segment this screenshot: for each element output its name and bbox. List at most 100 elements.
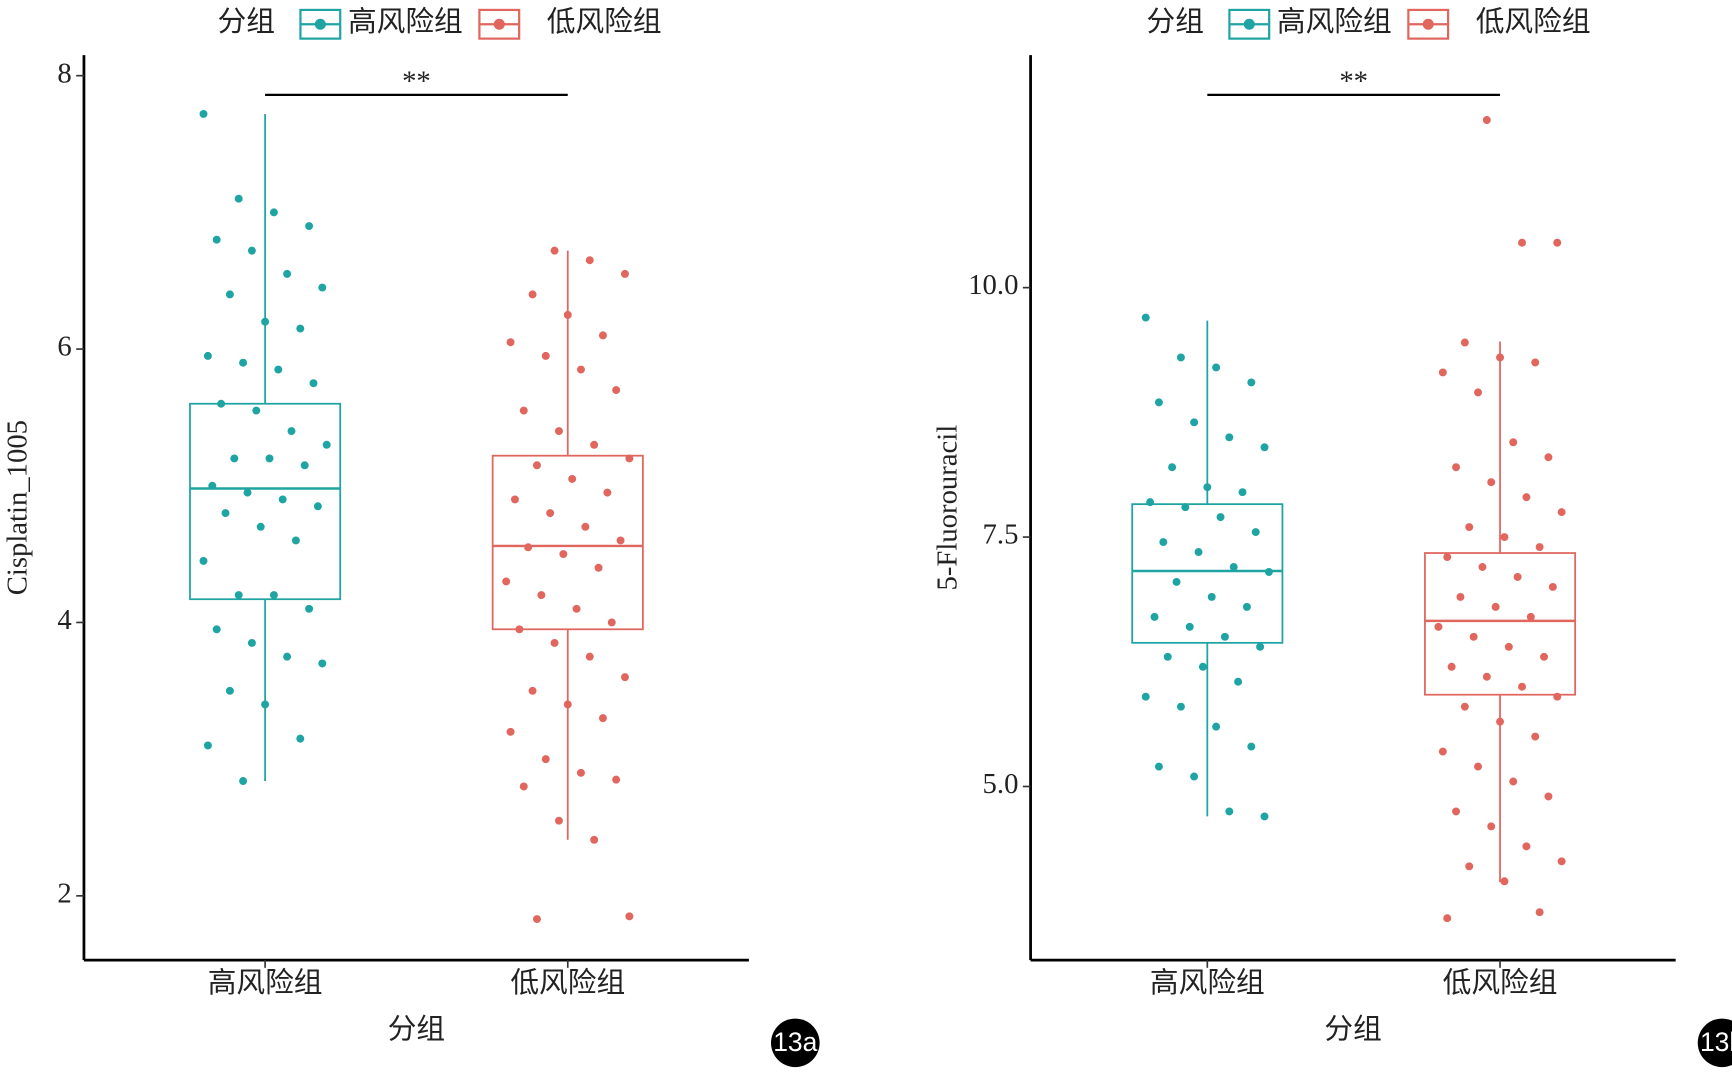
data-point [1482, 116, 1491, 125]
data-point [283, 269, 292, 278]
data-point [1264, 568, 1273, 576]
panel-label: 13b [1700, 1027, 1732, 1057]
data-point [559, 550, 568, 559]
data-point [1500, 877, 1509, 886]
data-point [239, 777, 248, 785]
data-point [239, 358, 248, 367]
data-point [1247, 378, 1256, 387]
data-point [296, 324, 305, 333]
y-tick-label: 5.0 [983, 768, 1019, 800]
x-tick-label: 高风险组 [208, 967, 323, 999]
data-point [620, 269, 629, 278]
data-point [212, 235, 221, 244]
data-point [528, 686, 537, 695]
data-point [1220, 632, 1229, 641]
data-point [524, 543, 533, 552]
data-point [607, 618, 616, 627]
data-point [532, 461, 541, 470]
data-point [1553, 238, 1562, 247]
x-axis-label: 分组 [1324, 1013, 1381, 1045]
data-point [603, 488, 612, 497]
panel-badge [771, 1018, 820, 1068]
box [189, 402, 342, 601]
data-point [541, 755, 550, 764]
data-point [1176, 353, 1185, 362]
data-point [1540, 652, 1549, 661]
data-point [322, 440, 331, 449]
y-tick-label: 10.0 [968, 269, 1018, 301]
data-point [225, 686, 234, 695]
data-point [581, 522, 590, 531]
x-axis-label: 分组 [388, 1013, 445, 1045]
significance-label: ** [1339, 65, 1368, 97]
data-point [1491, 602, 1500, 611]
data-point [585, 256, 594, 265]
data-point [1438, 747, 1447, 756]
data-point [1154, 762, 1163, 771]
data-point [1482, 672, 1491, 681]
data-point [199, 556, 208, 565]
box [1424, 552, 1577, 696]
data-point [1168, 463, 1177, 472]
data-point [1260, 443, 1269, 452]
data-point [1557, 508, 1566, 517]
data-point [1141, 313, 1150, 322]
data-point [1518, 682, 1527, 691]
data-point [1496, 353, 1505, 362]
data-point [1225, 433, 1234, 442]
data-point [1557, 857, 1566, 866]
data-point [247, 246, 256, 255]
data-point [572, 604, 581, 613]
data-point [625, 454, 634, 463]
data-point [1544, 453, 1553, 462]
data-point [256, 522, 265, 531]
data-point [199, 109, 208, 118]
data-point [1203, 483, 1212, 492]
data-point [1159, 538, 1168, 547]
data-point [1535, 543, 1544, 552]
data-point [1163, 652, 1172, 661]
data-point [1247, 742, 1256, 751]
data-point [1229, 563, 1238, 571]
data-point [217, 399, 226, 408]
data-point [1194, 548, 1203, 557]
data-point [1460, 702, 1469, 711]
data-point [612, 775, 621, 784]
data-point [318, 659, 327, 668]
data-point [550, 246, 559, 255]
data-point [283, 652, 292, 661]
data-point [585, 652, 594, 661]
data-point [1553, 692, 1562, 701]
data-point [305, 604, 314, 613]
data-point [612, 386, 621, 395]
data-point [1509, 438, 1518, 447]
box [491, 454, 644, 631]
data-point [563, 310, 572, 319]
data-point [208, 481, 217, 490]
significance-label: ** [402, 65, 431, 97]
y-tick-label: 4 [57, 604, 71, 636]
data-point [594, 563, 603, 572]
data-point [212, 625, 221, 634]
data-point [1443, 553, 1452, 561]
data-point [305, 222, 314, 231]
data-point [313, 502, 322, 511]
legend-title: 分组 [1147, 6, 1204, 38]
data-point [1234, 677, 1243, 686]
data-point [1531, 358, 1540, 367]
data-point [1513, 573, 1522, 581]
data-point [1452, 463, 1461, 472]
legend-key [1422, 18, 1434, 30]
data-point [1465, 523, 1474, 532]
data-point [1260, 812, 1269, 821]
data-point [1207, 592, 1216, 601]
data-point [519, 782, 528, 791]
box [1131, 503, 1284, 644]
data-point [1474, 388, 1483, 397]
data-point [234, 591, 243, 600]
data-point [590, 835, 599, 844]
data-point [261, 700, 270, 709]
data-point [203, 351, 212, 360]
data-point [1447, 662, 1456, 671]
legend-key [314, 18, 326, 30]
